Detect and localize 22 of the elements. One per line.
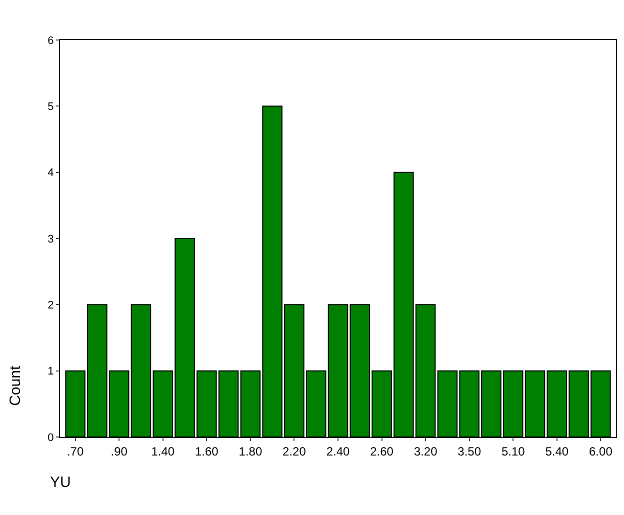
y-axis-title: Count: [7, 365, 24, 406]
y-tick-label: 2: [48, 300, 54, 312]
x-axis-title: YU: [50, 474, 71, 491]
x-tick-label: 3.20: [414, 444, 438, 458]
x-tick-label: 2.60: [370, 444, 394, 458]
x-tick-label: .90: [110, 444, 128, 458]
x-tick-label: 1.40: [151, 444, 175, 458]
x-tick-label: 5.40: [545, 444, 569, 458]
y-tick-label: 1: [48, 366, 54, 378]
x-tick-label: .70: [66, 444, 84, 458]
y-tick-label: 6: [48, 34, 54, 47]
y-tick-label: 3: [48, 233, 54, 246]
x-tick-label: 1.80: [238, 444, 262, 458]
y-tick-label: 0: [48, 432, 54, 444]
x-tick-label: 1.60: [194, 444, 219, 458]
y-tick-label: 4: [48, 167, 54, 180]
x-tick-label: 2.40: [326, 444, 350, 458]
x-tick-label: 3.50: [458, 444, 482, 458]
x-tick-label: 5.10: [501, 444, 526, 458]
x-tick-label: 2.20: [282, 444, 306, 458]
y-tick-label: 5: [48, 101, 54, 114]
x-tick-label: 6.00: [589, 444, 613, 458]
